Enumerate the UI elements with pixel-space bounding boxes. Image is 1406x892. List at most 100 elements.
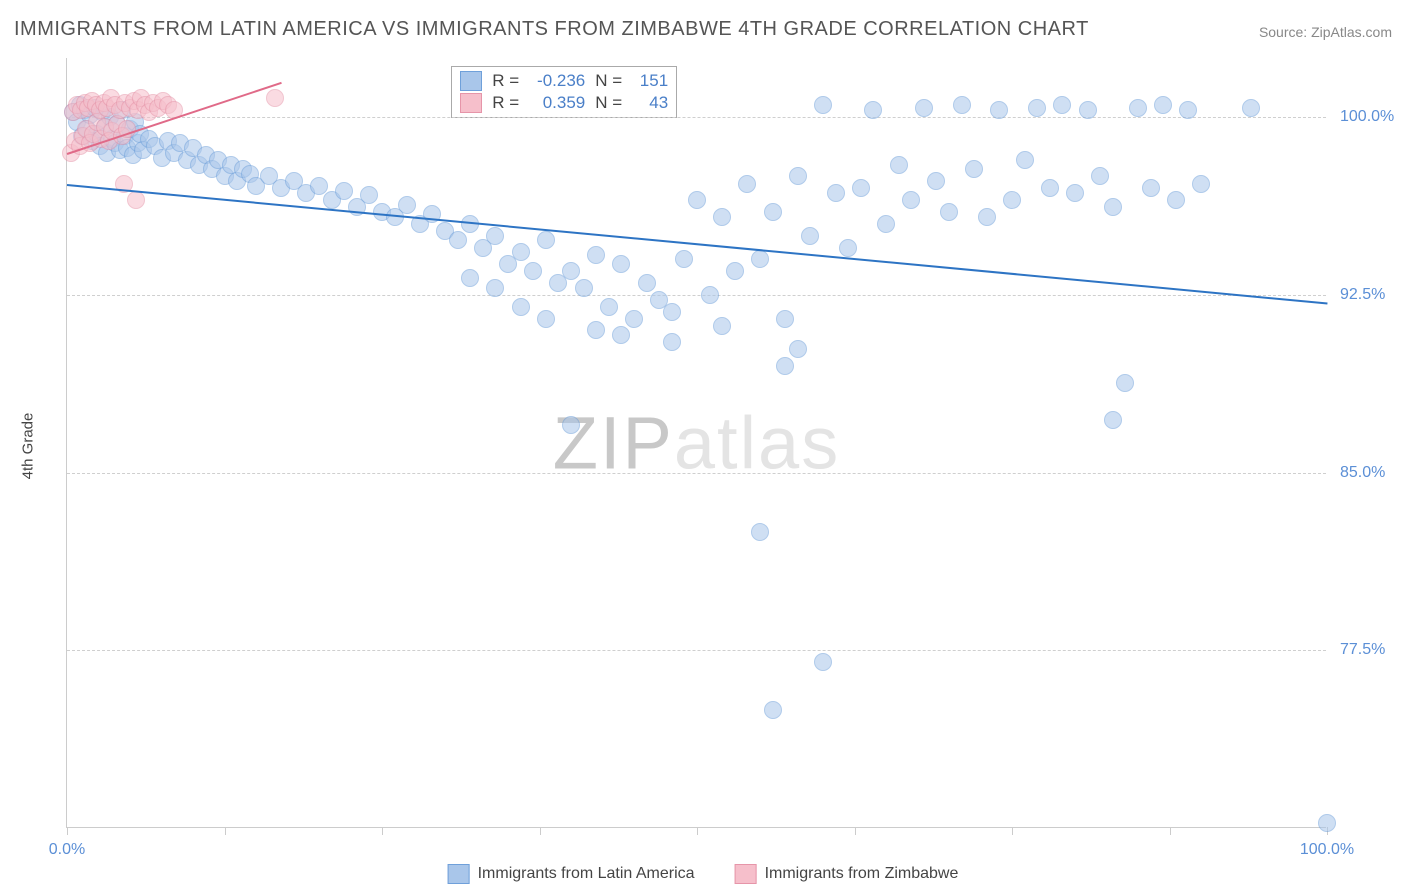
data-point — [953, 96, 971, 114]
r-value: -0.236 — [529, 71, 585, 91]
data-point — [266, 89, 284, 107]
data-point — [990, 101, 1008, 119]
data-point — [524, 262, 542, 280]
x-tick — [382, 827, 383, 835]
source-attribution: Source: ZipAtlas.com — [1259, 24, 1392, 40]
data-point — [890, 156, 908, 174]
data-point — [738, 175, 756, 193]
watermark-part2: atlas — [674, 401, 840, 484]
gridline-h — [67, 473, 1326, 474]
data-point — [675, 250, 693, 268]
data-point — [587, 246, 605, 264]
x-tick — [540, 827, 541, 835]
data-point — [1167, 191, 1185, 209]
data-point — [1129, 99, 1147, 117]
series-legend: Immigrants from Latin America Immigrants … — [448, 864, 959, 884]
gridline-h — [67, 117, 1326, 118]
data-point — [537, 310, 555, 328]
data-point — [940, 203, 958, 221]
data-point — [1179, 101, 1197, 119]
plot-area: ZIPatlas R =-0.236N =151R =0.359N =43 77… — [66, 58, 1326, 828]
data-point — [789, 167, 807, 185]
x-tick — [697, 827, 698, 835]
data-point — [398, 196, 416, 214]
data-point — [562, 416, 580, 434]
data-point — [486, 279, 504, 297]
legend-label: Immigrants from Zimbabwe — [765, 865, 959, 883]
data-point — [587, 321, 605, 339]
chart-container: IMMIGRANTS FROM LATIN AMERICA VS IMMIGRA… — [0, 0, 1406, 892]
legend-swatch — [735, 864, 757, 884]
data-point — [701, 286, 719, 304]
data-point — [127, 191, 145, 209]
legend-item: Immigrants from Zimbabwe — [735, 864, 959, 884]
data-point — [1142, 179, 1160, 197]
data-point — [1079, 101, 1097, 119]
data-point — [1016, 151, 1034, 169]
data-point — [562, 262, 580, 280]
y-tick-label: 85.0% — [1340, 464, 1400, 482]
data-point — [612, 326, 630, 344]
data-point — [360, 186, 378, 204]
data-point — [764, 203, 782, 221]
n-value: 151 — [632, 71, 668, 91]
data-point — [978, 208, 996, 226]
stats-row: R =0.359N =43 — [460, 92, 668, 114]
legend-label: Immigrants from Latin America — [478, 865, 695, 883]
r-label: R = — [492, 71, 519, 91]
data-point — [877, 215, 895, 233]
data-point — [1192, 175, 1210, 193]
data-point — [927, 172, 945, 190]
data-point — [600, 298, 618, 316]
x-tick — [855, 827, 856, 835]
correlation-stats-legend: R =-0.236N =151R =0.359N =43 — [451, 66, 677, 118]
data-point — [915, 99, 933, 117]
data-point — [638, 274, 656, 292]
x-tick — [1012, 827, 1013, 835]
data-point — [1066, 184, 1084, 202]
data-point — [827, 184, 845, 202]
legend-swatch — [448, 864, 470, 884]
data-point — [751, 523, 769, 541]
data-point — [512, 298, 530, 316]
data-point — [1053, 96, 1071, 114]
data-point — [461, 269, 479, 287]
y-tick-label: 92.5% — [1340, 286, 1400, 304]
x-tick — [225, 827, 226, 835]
x-tick-label: 0.0% — [49, 841, 85, 859]
data-point — [625, 310, 643, 328]
data-point — [902, 191, 920, 209]
data-point — [575, 279, 593, 297]
data-point — [335, 182, 353, 200]
legend-item: Immigrants from Latin America — [448, 864, 695, 884]
data-point — [726, 262, 744, 280]
data-point — [1116, 374, 1134, 392]
data-point — [713, 208, 731, 226]
data-point — [486, 227, 504, 245]
data-point — [1003, 191, 1021, 209]
data-point — [1154, 96, 1172, 114]
watermark-part1: ZIP — [553, 401, 674, 484]
r-label: R = — [492, 93, 519, 113]
data-point — [764, 701, 782, 719]
r-value: 0.359 — [529, 93, 585, 113]
x-tick — [1170, 827, 1171, 835]
gridline-h — [67, 295, 1326, 296]
data-point — [776, 310, 794, 328]
gridline-h — [67, 650, 1326, 651]
data-point — [1104, 411, 1122, 429]
data-point — [1028, 99, 1046, 117]
data-point — [776, 357, 794, 375]
data-point — [663, 333, 681, 351]
y-tick-label: 77.5% — [1340, 641, 1400, 659]
data-point — [1091, 167, 1109, 185]
n-label: N = — [595, 93, 622, 113]
data-point — [537, 231, 555, 249]
data-point — [814, 96, 832, 114]
data-point — [713, 317, 731, 335]
data-point — [449, 231, 467, 249]
data-point — [789, 340, 807, 358]
data-point — [688, 191, 706, 209]
data-point — [1318, 814, 1336, 832]
data-point — [814, 653, 832, 671]
